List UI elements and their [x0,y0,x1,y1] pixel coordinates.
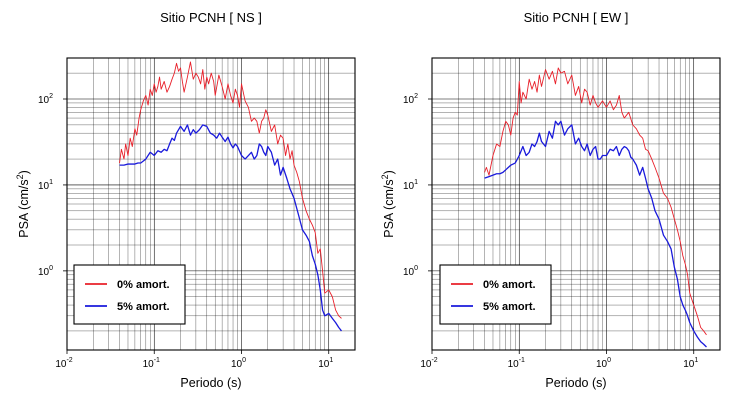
y-axis-label: PSA (cm/s2) [380,170,396,238]
chart-title: Sitio PCNH [ EW ] [524,10,629,25]
x-axis-label: Periodo (s) [180,376,241,390]
legend: 0% amort. 5% amort. [439,264,552,325]
x-tick-label: 101 [683,357,698,370]
x-axis-label: Periodo (s) [545,376,606,390]
y-tick-label: 102 [403,93,418,106]
series-line-blue [484,120,707,348]
x-tick-label: 100 [596,357,611,370]
chart-panel-1: 10-2 10-1 100 101 100 101 102 Sitio PCNH [ NS ]… [15,10,356,390]
y-tick-label: 100 [38,265,53,278]
plot-frame [431,57,721,351]
x-tick-label: 10-1 [508,357,525,370]
y-tick-label: 100 [403,265,418,278]
x-tick-label: 10-1 [143,357,160,370]
legend-label: 5% amort. [483,301,536,313]
legend-label: 0% amort. [483,279,536,291]
series-line-red [119,61,342,319]
legend-label: 5% amort. [117,301,170,313]
chart-title: Sitio PCNH [ NS ] [160,10,262,25]
y-tick-label: 102 [38,93,53,106]
legend-label: 0% amort. [117,279,170,291]
legend-box [439,264,552,325]
x-tick-label: 100 [231,357,246,370]
y-axis-label: PSA (cm/s2) [15,170,31,238]
series-line-red [484,67,707,336]
legend-box [73,264,186,325]
x-tick-label: 10-2 [55,357,72,370]
y-tick-label: 101 [403,179,418,192]
grid [66,57,356,350]
y-tick-label: 101 [38,179,53,192]
series-line-blue [119,124,343,332]
plot-frame [66,57,356,351]
legend: 0% amort. 5% amort. [73,264,186,325]
x-tick-label: 101 [318,357,333,370]
x-tick-label: 10-2 [420,357,437,370]
grid [431,57,721,350]
chart-panel-2: 10-2 10-1 100 101 100 101 102 Sitio PCNH [ EW ]… [380,10,721,390]
